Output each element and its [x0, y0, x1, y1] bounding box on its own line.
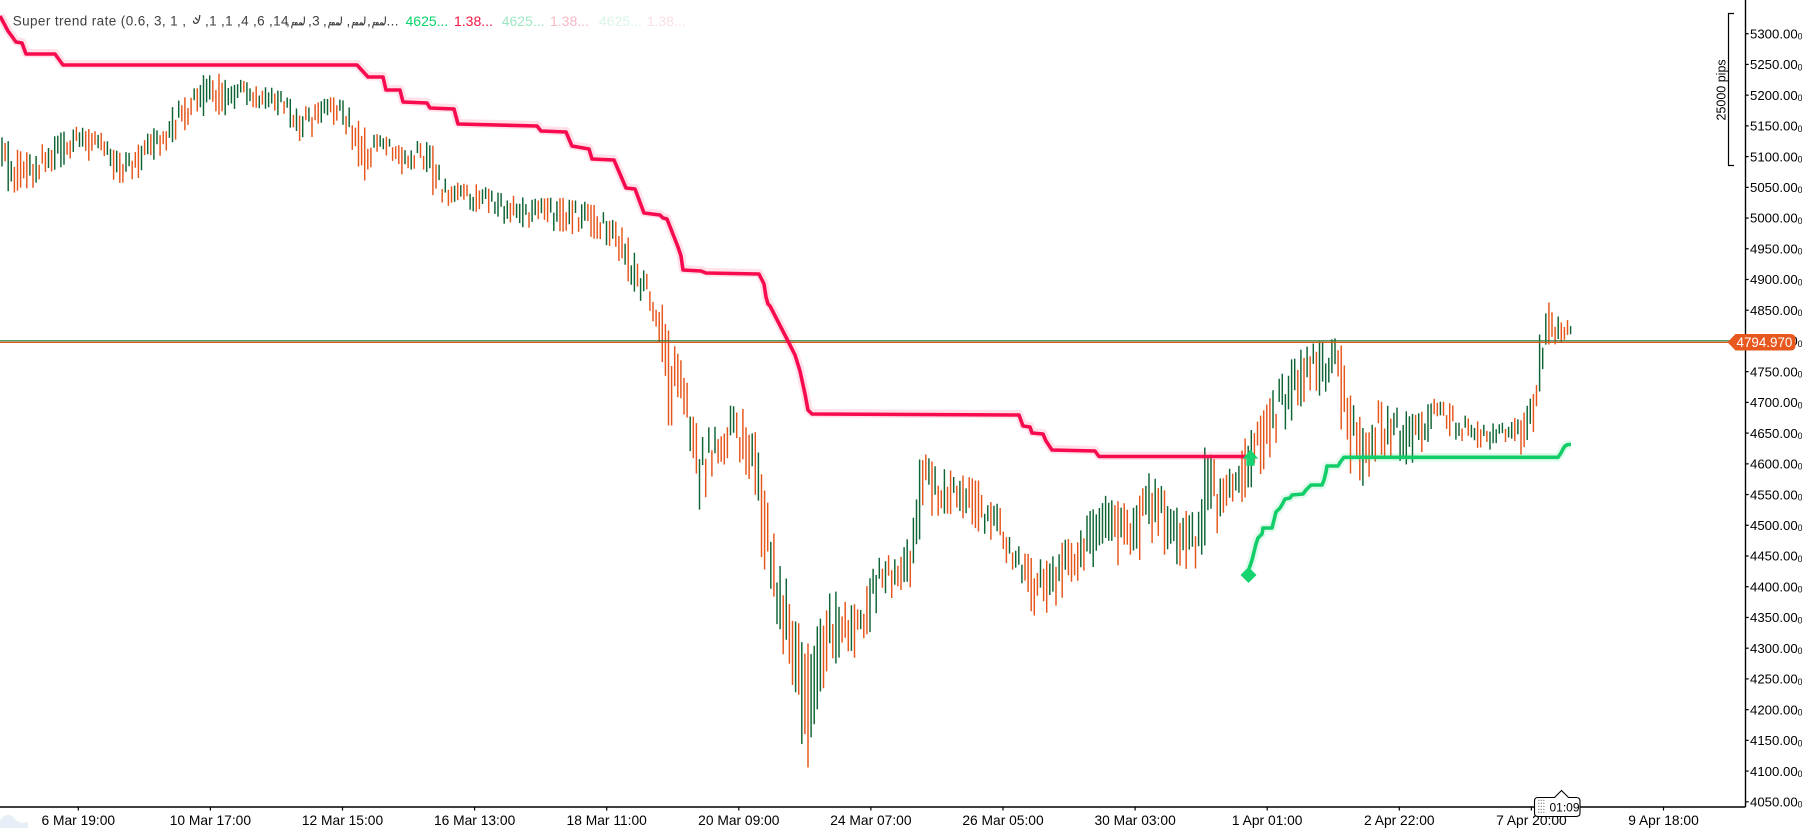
- svg-text:4625...: 4625...: [406, 13, 449, 29]
- svg-text:,: ,: [367, 14, 371, 29]
- svg-text:4500.000: 4500.000: [1750, 518, 1802, 533]
- svg-text:5150.000: 5150.000: [1750, 119, 1802, 134]
- svg-text:4250.000: 4250.000: [1750, 672, 1802, 687]
- svg-text:4850.000: 4850.000: [1750, 303, 1802, 318]
- svg-text:1 Apr 01:00: 1 Apr 01:00: [1232, 813, 1303, 828]
- svg-text:5000.000: 5000.000: [1750, 211, 1802, 226]
- svg-text:4300.000: 4300.000: [1750, 641, 1802, 656]
- svg-text:5250.000: 5250.000: [1750, 57, 1802, 72]
- svg-text:4150.000: 4150.000: [1750, 733, 1802, 748]
- svg-text:4650.000: 4650.000: [1750, 426, 1802, 441]
- svg-text:4750.000: 4750.000: [1750, 364, 1802, 379]
- svg-text:,3: ,3: [308, 14, 320, 29]
- svg-text:4050.000: 4050.000: [1750, 795, 1802, 810]
- svg-text:30 Mar 03:00: 30 Mar 03:00: [1094, 813, 1176, 828]
- svg-text:4794.970: 4794.970: [1737, 335, 1793, 350]
- svg-text:,: ,: [323, 14, 327, 29]
- svg-text:6 Mar 19:00: 6 Mar 19:00: [41, 813, 115, 828]
- svg-text:,: ,: [347, 14, 351, 29]
- svg-text:12 Mar 15:00: 12 Mar 15:00: [302, 813, 384, 828]
- svg-text:1.38...: 1.38...: [647, 13, 686, 29]
- svg-text:25000 pips: 25000 pips: [1715, 59, 1729, 120]
- svg-text:4625...: 4625...: [502, 13, 545, 29]
- svg-text:4200.000: 4200.000: [1750, 702, 1802, 717]
- svg-text:,14: ,14: [269, 14, 289, 29]
- svg-text:4625...: 4625...: [599, 13, 642, 29]
- svg-text:01:09: 01:09: [1550, 801, 1580, 815]
- svg-text:26 Mar 05:00: 26 Mar 05:00: [962, 813, 1044, 828]
- svg-text:...: ...: [387, 14, 399, 29]
- svg-text:10 Mar 17:00: 10 Mar 17:00: [170, 813, 252, 828]
- svg-text:,: ,: [286, 14, 290, 29]
- svg-text:,4: ,4: [237, 14, 249, 29]
- svg-text:4700.000: 4700.000: [1750, 395, 1802, 410]
- svg-text:16 Mar 13:00: 16 Mar 13:00: [434, 813, 516, 828]
- svg-text:1.38...: 1.38...: [550, 13, 589, 29]
- svg-text:,6: ,6: [253, 14, 265, 29]
- svg-text:4950.000: 4950.000: [1750, 241, 1802, 256]
- svg-text:,1: ,1: [205, 14, 217, 29]
- svg-text:20 Mar 09:00: 20 Mar 09:00: [698, 813, 780, 828]
- svg-text:4600.000: 4600.000: [1750, 457, 1802, 472]
- svg-text:5300.000: 5300.000: [1750, 26, 1802, 41]
- svg-text:18 Mar 11:00: 18 Mar 11:00: [567, 813, 648, 828]
- svg-text:4400.000: 4400.000: [1750, 579, 1802, 594]
- svg-text:4350.000: 4350.000: [1750, 610, 1802, 625]
- svg-text:5200.000: 5200.000: [1750, 88, 1802, 103]
- svg-text:1.38...: 1.38...: [454, 13, 493, 29]
- svg-text:,1: ,1: [221, 14, 233, 29]
- svg-text:2 Apr 22:00: 2 Apr 22:00: [1364, 813, 1435, 828]
- svg-text:5100.000: 5100.000: [1750, 149, 1802, 164]
- svg-text:9 Apr 18:00: 9 Apr 18:00: [1628, 813, 1699, 828]
- svg-text:Super trend rate (0.6, 3, 1 ,: Super trend rate (0.6, 3, 1 ,: [13, 14, 187, 29]
- svg-text:4100.000: 4100.000: [1750, 764, 1802, 779]
- svg-text:4550.000: 4550.000: [1750, 487, 1802, 502]
- svg-text:4450.000: 4450.000: [1750, 549, 1802, 564]
- svg-text:4900.000: 4900.000: [1750, 272, 1802, 287]
- svg-text:24 Mar 07:00: 24 Mar 07:00: [830, 813, 912, 828]
- svg-text:5050.000: 5050.000: [1750, 180, 1802, 195]
